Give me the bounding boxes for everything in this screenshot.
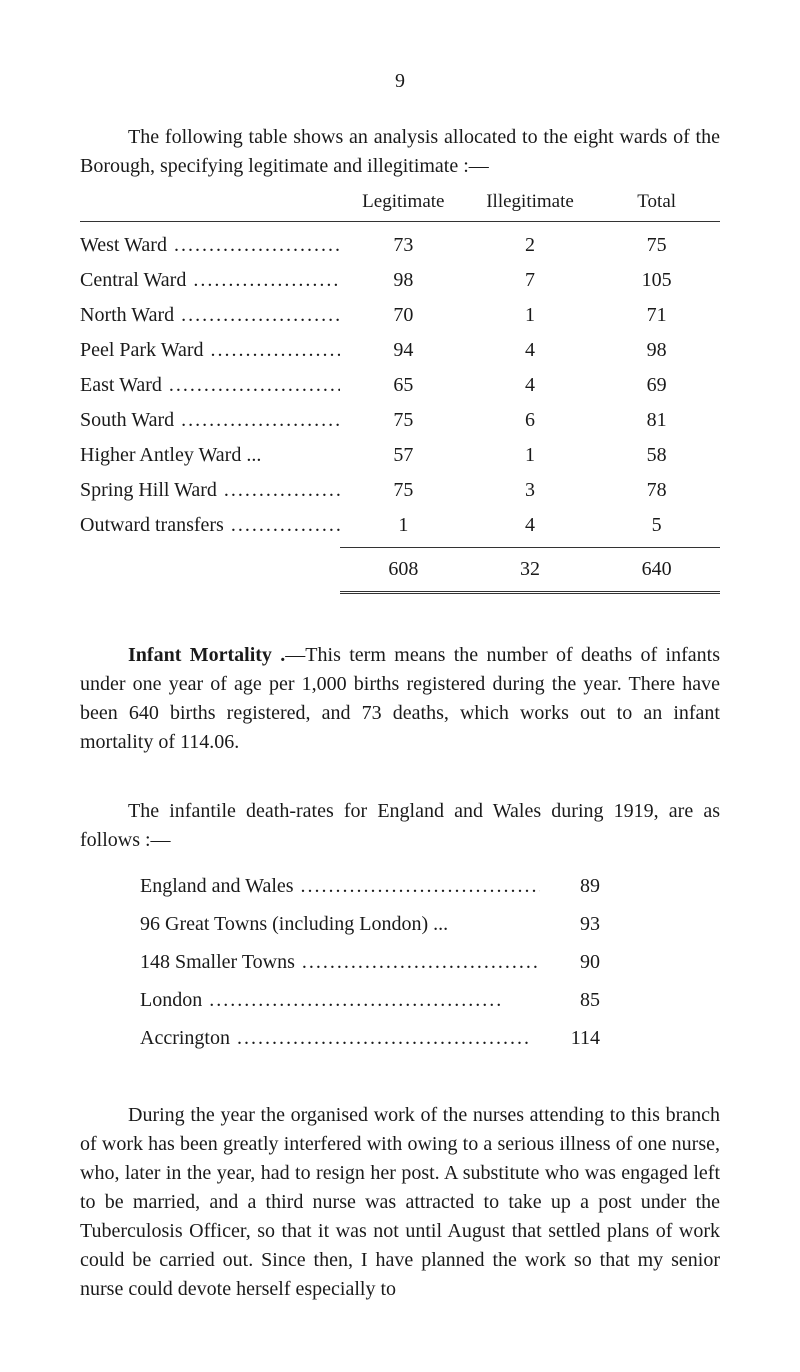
rates-value: 93 <box>540 905 600 943</box>
table-cell: 65 <box>340 368 467 403</box>
closing-paragraph: During the year the organised work of th… <box>80 1101 720 1304</box>
table-cell-label: Spring Hill Ward <box>80 473 340 508</box>
list-item: 148 Smaller Towns 90 <box>140 943 720 981</box>
table-subtotal-rule <box>340 547 720 548</box>
table-cell: 5 <box>593 508 720 543</box>
table-cell: 75 <box>340 473 467 508</box>
table-totals-row: 608 32 640 <box>80 552 720 587</box>
table-total-cell: 32 <box>467 552 594 587</box>
table-cell-label: Higher Antley Ward ... <box>80 438 340 473</box>
table-bottom-rule-wrap <box>80 587 720 597</box>
table-total-cell: 608 <box>340 552 467 587</box>
table-header-legitimate: Legitimate <box>340 191 467 213</box>
table-total-cell: 640 <box>593 552 720 587</box>
table-cell: 4 <box>467 508 594 543</box>
table-cell-label <box>80 552 340 587</box>
table-cell: 6 <box>467 403 594 438</box>
rates-label: London <box>140 981 540 1019</box>
table-top-rule <box>80 221 720 222</box>
table-cell: 1 <box>467 438 594 473</box>
list-item: England and Wales 89 <box>140 867 720 905</box>
table-cell: 98 <box>340 263 467 298</box>
table-cell: 71 <box>593 298 720 333</box>
table-cell: 94 <box>340 333 467 368</box>
table-cell-label: South Ward <box>80 403 340 438</box>
table-cell-label: Peel Park Ward <box>80 333 340 368</box>
table-row: Central Ward 98 7 105 <box>80 263 720 298</box>
table-row: East Ward 65 4 69 <box>80 368 720 403</box>
table-cell: 58 <box>593 438 720 473</box>
infant-mortality-paragraph: Infant Mortality .—This term means the n… <box>80 641 720 757</box>
rates-label: 96 Great Towns (including London) ... <box>140 905 540 943</box>
table-cell: 1 <box>467 298 594 333</box>
table-cell: 105 <box>593 263 720 298</box>
table-header-total: Total <box>593 191 720 213</box>
page: 9 The following table shows an analysis … <box>0 0 800 1372</box>
table-row: South Ward 75 6 81 <box>80 403 720 438</box>
table-cell: 69 <box>593 368 720 403</box>
rates-label: England and Wales <box>140 867 540 905</box>
infant-mortality-heading: Infant Mortality . <box>128 644 285 666</box>
table-row: North Ward 70 1 71 <box>80 298 720 333</box>
table-cell-label: West Ward <box>80 228 340 263</box>
table-header-blank <box>80 191 340 213</box>
table-cell: 75 <box>340 403 467 438</box>
table-double-rule <box>340 591 720 597</box>
rates-label: 148 Smaller Towns <box>140 943 540 981</box>
rates-label: Accrington <box>140 1019 540 1057</box>
table-cell: 57 <box>340 438 467 473</box>
table-cell: 75 <box>593 228 720 263</box>
table-cell: 70 <box>340 298 467 333</box>
page-number: 9 <box>80 70 720 93</box>
table-row: Outward transfers 1 4 5 <box>80 508 720 543</box>
table-cell: 81 <box>593 403 720 438</box>
table-cell-label: Central Ward <box>80 263 340 298</box>
rates-value: 90 <box>540 943 600 981</box>
table-cell: 2 <box>467 228 594 263</box>
table-cell: 98 <box>593 333 720 368</box>
list-item: Accrington 114 <box>140 1019 720 1057</box>
rates-value: 114 <box>540 1019 600 1057</box>
intro-paragraph: The following table shows an analysis al… <box>80 123 720 181</box>
table-row: West Ward 73 2 75 <box>80 228 720 263</box>
table-cell-label: North Ward <box>80 298 340 333</box>
table-cell: 73 <box>340 228 467 263</box>
table-row: Higher Antley Ward ... 57 1 58 <box>80 438 720 473</box>
table-cell-label: Outward transfers <box>80 508 340 543</box>
list-item: 96 Great Towns (including London) ... 93 <box>140 905 720 943</box>
rates-value: 85 <box>540 981 600 1019</box>
table-body: West Ward 73 2 75 Central Ward 98 7 105 … <box>80 228 720 543</box>
table-header-row: Legitimate Illegitimate Total <box>80 191 720 217</box>
table-header-illegitimate: Illegitimate <box>467 191 594 213</box>
list-item: London 85 <box>140 981 720 1019</box>
table-row: Spring Hill Ward 75 3 78 <box>80 473 720 508</box>
table-cell-label: East Ward <box>80 368 340 403</box>
table-cell: 7 <box>467 263 594 298</box>
table-cell: 78 <box>593 473 720 508</box>
rates-list: England and Wales 89 96 Great Towns (inc… <box>140 867 720 1057</box>
table-cell: 1 <box>340 508 467 543</box>
table-cell: 4 <box>467 333 594 368</box>
table-cell: 3 <box>467 473 594 508</box>
table-cell: 4 <box>467 368 594 403</box>
table-row: Peel Park Ward 94 4 98 <box>80 333 720 368</box>
rates-value: 89 <box>540 867 600 905</box>
rates-intro-paragraph: The infantile death-rates for England an… <box>80 797 720 855</box>
table-subtotal-rule-wrap <box>80 543 720 552</box>
